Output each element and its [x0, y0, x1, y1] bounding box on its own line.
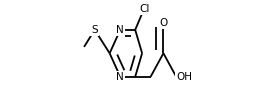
Text: OH: OH: [176, 72, 192, 82]
Text: Cl: Cl: [139, 4, 149, 14]
Text: S: S: [91, 25, 98, 35]
Text: OH: OH: [176, 72, 192, 82]
Text: N: N: [116, 72, 124, 82]
Text: N: N: [116, 25, 124, 35]
Text: O: O: [159, 18, 168, 28]
